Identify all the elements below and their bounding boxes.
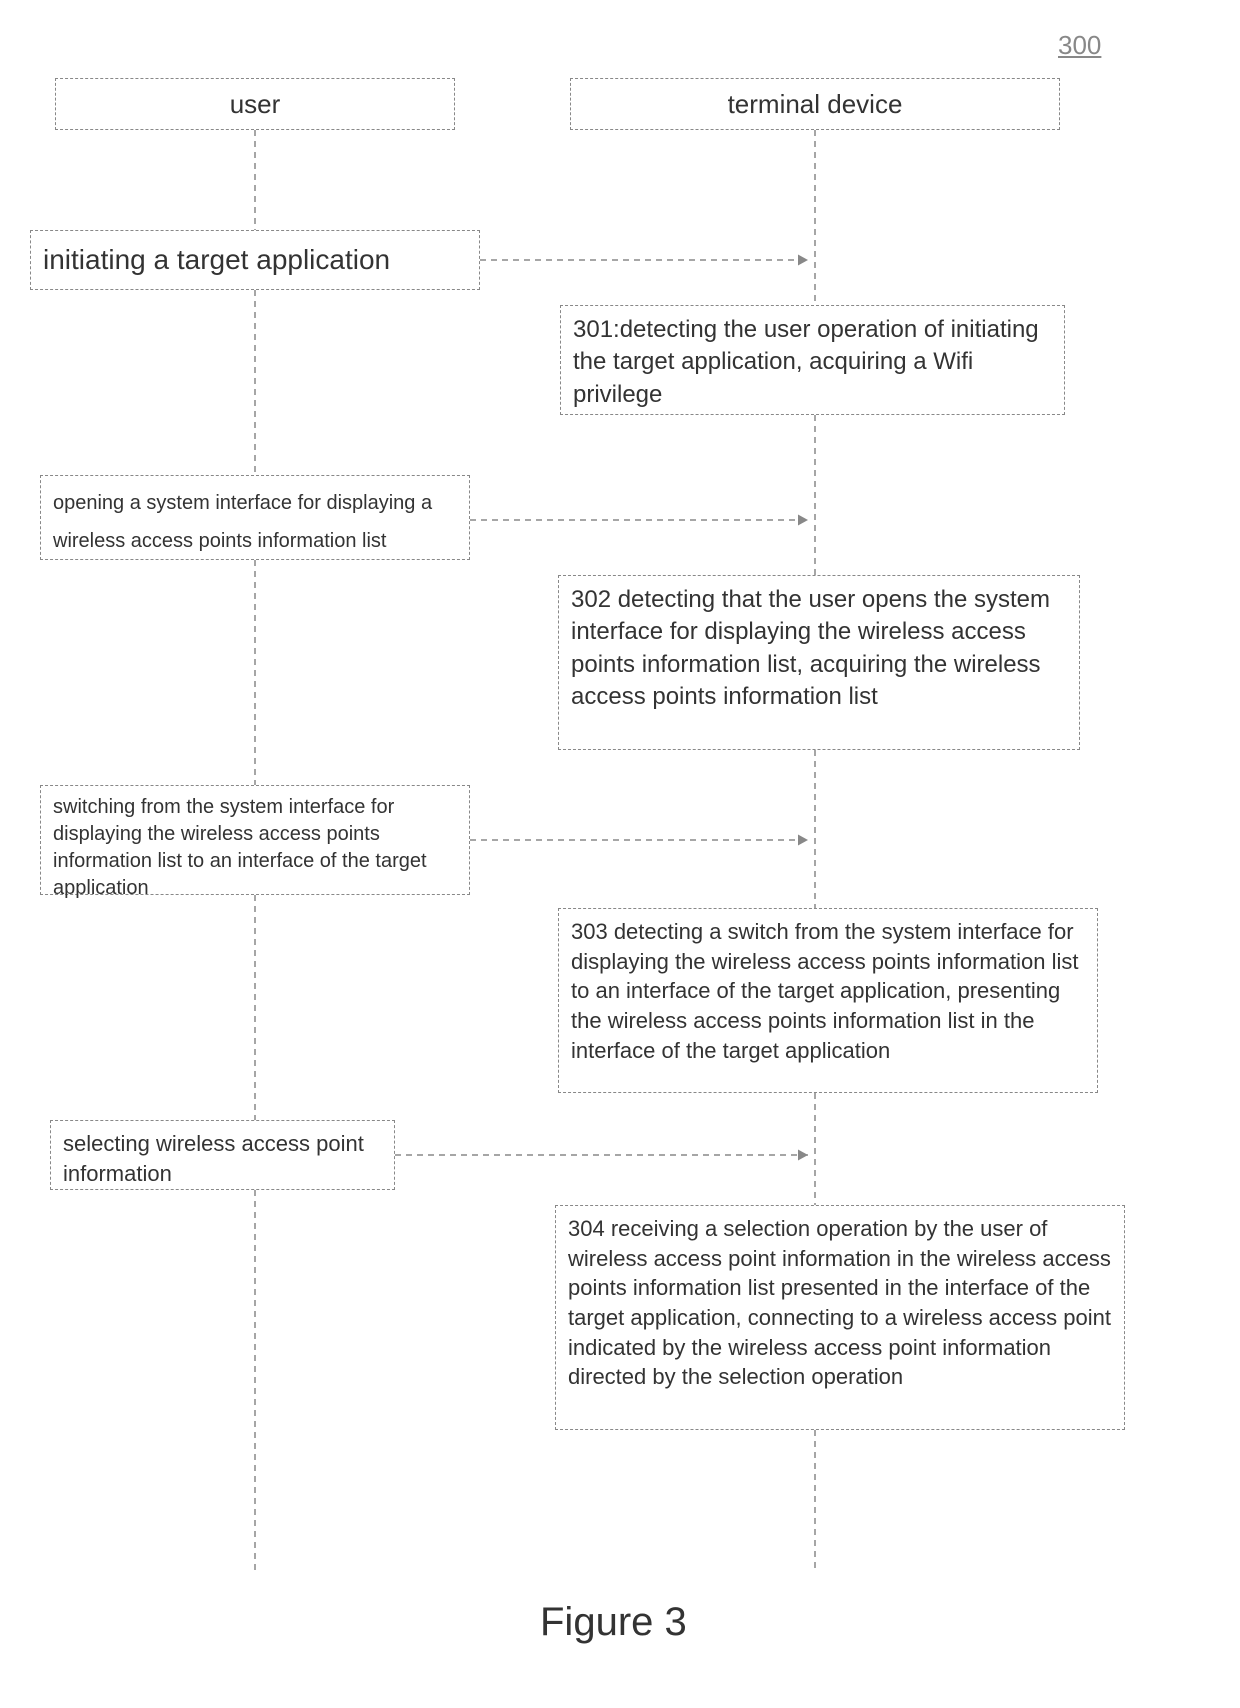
diagram-canvas: 300 user terminal device initiating a ta… <box>0 0 1240 1708</box>
connector-lines <box>0 0 1240 1708</box>
